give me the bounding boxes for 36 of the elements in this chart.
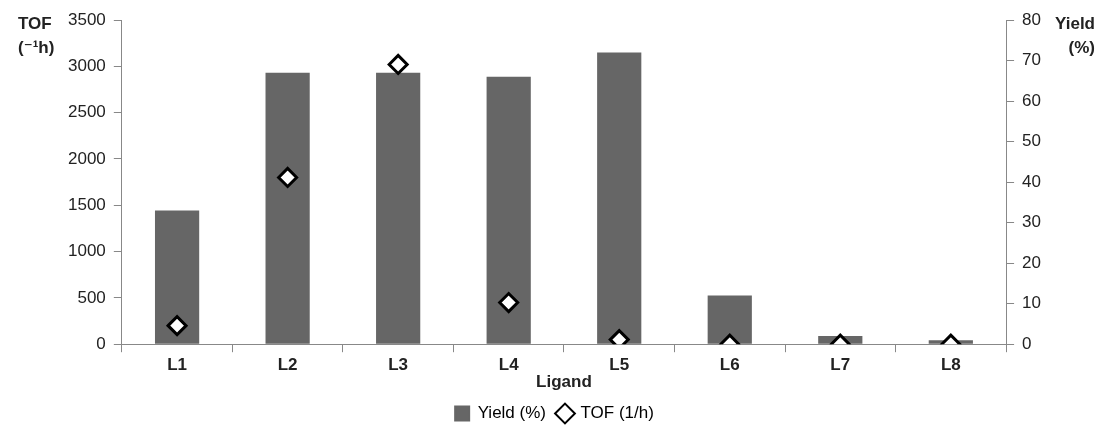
x-tick-label: L1 (167, 355, 188, 375)
y-tick-label: 3500 (67, 9, 106, 29)
y-tick-label: 3000 (67, 56, 106, 75)
y-tick-label: 500 (77, 287, 106, 307)
y-tick-label: 1000 (67, 241, 106, 261)
y-tick-label: 2500 (67, 102, 106, 122)
bar (265, 72, 310, 344)
y2-tick-label: 10 (1022, 293, 1042, 313)
bar (376, 72, 421, 344)
bar (154, 210, 200, 344)
bar (597, 52, 642, 344)
y2-tick-label: 50 (1022, 131, 1042, 151)
y2-tick-label: 40 (1022, 171, 1042, 191)
x-tick-label: L3 (388, 355, 409, 375)
y2-axis-title: Yield (%) (1055, 14, 1095, 58)
y2-tick-label: 70 (1022, 50, 1042, 70)
y-tick-label: 1500 (67, 194, 106, 214)
y2-tick-label: 20 (1022, 252, 1042, 272)
legend-label: Yield (%) (477, 403, 546, 423)
legend-label: TOF (1/h) (580, 403, 654, 423)
y2-tick-label: 0 (1022, 333, 1032, 353)
x-tick-label: L5 (609, 355, 630, 375)
x-tick-label: L7 (830, 355, 851, 375)
y-tick-label: 0 (96, 333, 106, 353)
x-tick-label: L6 (719, 355, 740, 375)
bar (486, 76, 531, 344)
x-tick-label: L8 (940, 355, 961, 375)
y-axis-title: TOF (⁻¹h) (18, 14, 55, 58)
y2-tick-label: 30 (1022, 212, 1042, 232)
x-tick-label: L4 (498, 355, 520, 375)
bar (707, 295, 752, 344)
y2-tick-label: 60 (1022, 90, 1042, 110)
y2-tick-label: 80 (1022, 9, 1042, 29)
y-tick-label: 2000 (67, 148, 106, 168)
x-tick-label: L2 (277, 355, 298, 375)
x-axis-title: Ligand (536, 372, 592, 392)
